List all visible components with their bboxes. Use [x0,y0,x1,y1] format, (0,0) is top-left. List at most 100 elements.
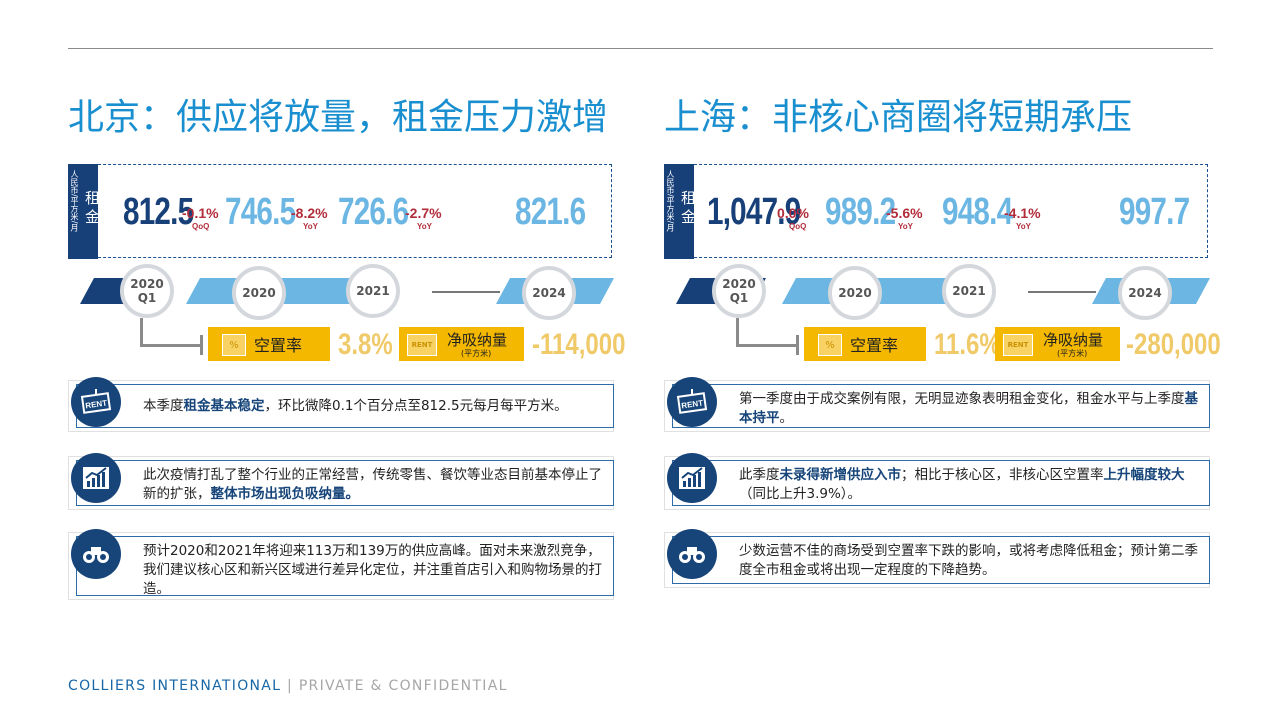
rent-sign-icon: RENT [407,334,437,356]
shanghai-info3-text: 少数运营不佳的商场受到空置率下跌的影响，或将考虑降低租金；预计第二季度全市租金或… [739,543,1198,578]
beijing-change-2021-value: -2.7% [405,205,442,221]
shanghai-info2: 此季度未录得新增供应入市；相比于核心区，非核心区空置率上升幅度较大（同比上升3.… [667,453,1210,506]
beijing-circle-2020q1-q: Q1 [137,291,157,305]
shanghai-rent-2021: 948.4 [942,191,1013,233]
shanghai-vacancy-label: % 空置率 [804,327,926,361]
shanghai-change-yoy-2020: -5.6% YoY [886,205,923,231]
shanghai-unit-bar: 人民币/平方米/月 租金 [664,164,697,259]
beijing-panel: 北京：供应将放量，租金压力激增 人民币/平方米/月 租金 812.5 -0.1%… [68,0,628,720]
shanghai-change-qoq-value: 0.0% [777,205,809,221]
beijing-connector-end [200,335,203,355]
beijing-vacancy-label: % 空置率 [208,327,330,361]
footer-note: PRIVATE & CONFIDENTIAL [298,678,508,694]
shanghai-change-qoq: 0.0% QoQ [777,205,809,231]
shanghai-change-yoy-2021: -4.1% YoY [1004,205,1041,231]
shanghai-circle-2021-label: 2021 [952,284,986,298]
beijing-change-qoq-value: -0.1% [182,205,219,221]
beijing-absorption-text: 净吸纳量 [447,331,508,349]
beijing-rent-label: 租金 [83,190,101,228]
beijing-connector [140,318,203,347]
beijing-vacancy-text: 空置率 [254,336,303,355]
beijing-circle-2020q1: 2020 Q1 [120,264,174,318]
shanghai-absorption-text: 净吸纳量 [1043,331,1104,349]
beijing-change-qoq: -0.1% QoQ [182,205,219,231]
beijing-change-yoy-2020: -8.2% YoY [291,205,328,231]
beijing-info3-text: 预计2020和2021年将迎来113万和139万的供应高峰。面对未来激烈竞争，我… [143,543,602,597]
beijing-change-2021-tag: YoY [417,222,432,231]
beijing-info1-text: 本季度租金基本稳定，环比微降0.1个百分点至812.5元每月每平方米。 [143,398,568,414]
shanghai-vacancy-text: 空置率 [850,336,899,355]
shanghai-rent-box: 人民币/平方米/月 租金 1,047.9 0.0% QoQ 989.2 -5.6… [664,164,1208,259]
shanghai-change-2020-tag: YoY [898,222,913,231]
beijing-rent-2021: 726.6 [338,191,409,233]
shanghai-circle-2024-label: 2024 [1128,286,1162,300]
beijing-info3: 预计2020和2021年将迎来113万和139万的供应高峰。面对未来激烈竞争，我… [71,529,614,597]
shanghai-circle-2021: 2021 [942,264,996,318]
beijing-change-2020-value: -8.2% [291,205,328,221]
growth-chart-icon [71,453,121,503]
shanghai-change-2020-value: -5.6% [886,205,923,221]
shanghai-panel: 上海：非核心商圈将短期承压 人民币/平方米/月 租金 1,047.9 0.0% … [664,0,1224,720]
svg-text:RENT: RENT [85,398,108,410]
beijing-change-yoy-2021: -2.7% YoY [405,205,442,231]
rent-sign-icon: RENT [71,377,121,427]
beijing-info1: RENT 本季度租金基本稳定，环比微降0.1个百分点至812.5元每月每平方米。 [71,377,614,428]
shanghai-change-qoq-tag: QoQ [789,222,807,231]
shanghai-absorption-unit: (平方米) [1057,349,1088,358]
beijing-absorption-label: RENT 净吸纳量 (平方米) [399,327,524,361]
shanghai-circle-2020-label: 2020 [838,286,872,300]
shanghai-connector-end [796,335,799,355]
shanghai-rent-2020q1: 1,047.9 [707,191,801,233]
beijing-rent-box: 人民币/平方米/月 租金 812.5 -0.1% QoQ 746.5 -8.2%… [68,164,612,259]
binoculars-icon [667,529,717,579]
shanghai-rent-label: 租金 [679,190,697,228]
shanghai-info3: 少数运营不佳的商场受到空置率下跌的影响，或将考虑降低租金；预计第二季度全市租金或… [667,529,1210,584]
rent-sign-icon: RENT [1003,334,1033,356]
shanghai-rent-2020: 989.2 [825,191,896,233]
beijing-circle-2021: 2021 [346,264,400,318]
beijing-rent-2024: 821.6 [515,191,586,233]
percent-icon: % [818,334,842,356]
top-divider [68,48,1213,49]
shanghai-circle-2020q1: 2020 Q1 [712,264,766,318]
beijing-vacancy-value: 3.8% [338,328,393,361]
beijing-circle-2020-label: 2020 [242,286,276,300]
footer-separator: | [281,678,299,694]
shanghai-title: 上海：非核心商圈将短期承压 [664,97,1133,138]
growth-chart-icon [667,453,717,503]
shanghai-absorption-value: -280,000 [1126,328,1221,361]
shanghai-unit: 人民币/平方米/月 [666,170,675,232]
beijing-unit: 人民币/平方米/月 [70,170,79,232]
beijing-circle-2020: 2020 [232,266,286,320]
shanghai-circle-2024: 2024 [1118,266,1172,320]
shanghai-rent-2024: 997.7 [1119,191,1190,233]
shanghai-info1-text: 第一季度由于成交案例有限，无明显迹象表明租金变化，租金水平与上季度基本持平。 [739,391,1198,426]
beijing-circle-2021-label: 2021 [356,284,390,298]
shanghai-absorption-label: RENT 净吸纳量 (平方米) [995,327,1120,361]
shanghai-circle-2020: 2020 [828,266,882,320]
beijing-info2: 此次疫情打乱了整个行业的正常经营，传统零售、餐饮等业态目前基本停止了新的扩张，整… [71,453,614,506]
svg-text:RENT: RENT [681,398,704,410]
footer-company: COLLIERS INTERNATIONAL [68,678,282,694]
beijing-circle-2020q1-year: 2020 [130,277,164,291]
footer: COLLIERS INTERNATIONAL | PRIVATE & CONFI… [68,678,508,694]
shanghai-connector [736,318,799,347]
beijing-circle-2024-label: 2024 [532,286,566,300]
shanghai-circle-2020q1-q: Q1 [729,291,749,305]
beijing-change-qoq-tag: QoQ [192,222,210,231]
shanghai-info2-text: 此季度未录得新增供应入市；相比于核心区，非核心区空置率上升幅度较大（同比上升3.… [739,467,1185,502]
beijing-title: 北京：供应将放量，租金压力激增 [68,97,609,138]
beijing-unit-bar: 人民币/平方米/月 租金 [68,164,101,259]
shanghai-vacancy-value: 11.6% [934,328,1001,361]
beijing-absorption-value: -114,000 [532,328,626,361]
shanghai-change-2021-value: -4.1% [1004,205,1041,221]
shanghai-info1: RENT 第一季度由于成交案例有限，无明显迹象表明租金变化，租金水平与上季度基本… [667,377,1210,428]
binoculars-icon [71,529,121,579]
shanghai-circle-2020q1-year: 2020 [722,277,756,291]
beijing-rent-2020q1: 812.5 [123,191,194,233]
beijing-change-2020-tag: YoY [303,222,318,231]
beijing-absorption-unit: (平方米) [461,349,492,358]
shanghai-change-2021-tag: YoY [1016,222,1031,231]
beijing-rent-2020: 746.5 [225,191,296,233]
beijing-info2-text: 此次疫情打乱了整个行业的正常经营，传统零售、餐饮等业态目前基本停止了新的扩张，整… [143,467,602,502]
